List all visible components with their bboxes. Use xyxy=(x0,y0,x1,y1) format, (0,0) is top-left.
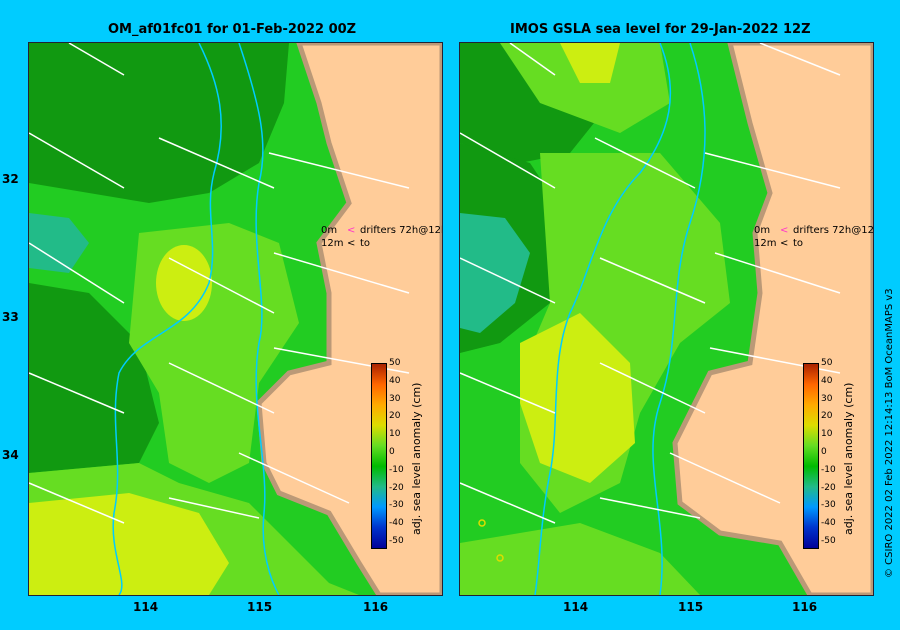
y-axis-label-33: 33 xyxy=(2,310,19,324)
drifter-marker xyxy=(478,519,486,527)
drifter-marker xyxy=(496,554,504,562)
contour-lines xyxy=(112,43,280,595)
left-x-axis-label-115: 115 xyxy=(247,600,273,614)
right-x-axis-label-115: 115 xyxy=(678,600,704,614)
land-mass xyxy=(256,43,442,595)
legend-line-1-arrow: < xyxy=(347,225,356,236)
legend-line-1-text: drifters 72h@12h xyxy=(360,225,443,236)
left-colorbar-label: adj. sea level anomaly (cm) xyxy=(410,382,423,535)
dark-anomaly-region xyxy=(29,283,159,473)
high-anomaly-region xyxy=(520,313,635,483)
high-anomaly-spot xyxy=(560,43,620,83)
legend-line-2-depth: 12m xyxy=(321,238,344,249)
left-map-title: OM_af01fc01 for 01-Feb-2022 00Z xyxy=(108,22,357,37)
legend-line-1-text: drifters 72h@12h xyxy=(793,225,874,236)
right-colorbar-ticks: 50 40 30 20 10 0 -10 -20 -30 -40 -50 xyxy=(821,358,836,546)
high-anomaly-spot xyxy=(156,245,212,321)
right-map-title: IMOS GSLA sea level for 29-Jan-2022 12Z xyxy=(510,22,811,37)
dark-anomaly-region xyxy=(29,43,289,203)
left-colorbar-ticks: 50 40 30 20 10 0 -10 -20 -30 -40 -50 xyxy=(389,358,404,546)
right-colorbar-label: adj. sea level anomaly (cm) xyxy=(842,382,855,535)
contour-lines xyxy=(534,43,706,595)
right-map-canvas xyxy=(460,43,873,595)
legend-line-2-arrow: < xyxy=(780,238,789,249)
left-x-axis-label-114: 114 xyxy=(133,600,159,614)
y-axis-label-34: 34 xyxy=(2,448,19,462)
teal-anomaly-region xyxy=(460,213,530,333)
legend-line-1-depth: 0m xyxy=(754,225,771,236)
left-map-canvas xyxy=(29,43,442,595)
left-colorbar xyxy=(371,363,387,549)
right-x-axis-label-114: 114 xyxy=(563,600,589,614)
legend-line-1-arrow: < xyxy=(780,225,789,236)
right-map-panel: 0m < drifters 72h@12h 12m < to 50 40 30 … xyxy=(459,42,874,596)
credit-text: © CSIRO 2022 02 Feb 2022 12:14:13 BoM Oc… xyxy=(884,288,895,578)
drifter-vectors xyxy=(29,43,410,524)
right-colorbar xyxy=(803,363,819,549)
left-x-axis-label-116: 116 xyxy=(363,600,389,614)
left-map-panel: 0m < drifters 72h@12h 12m < to 50 40 30 … xyxy=(28,42,443,596)
right-x-axis-label-116: 116 xyxy=(792,600,818,614)
y-axis-label-32: 32 xyxy=(2,172,19,186)
legend-line-2-text: to xyxy=(360,238,371,249)
legend-line-2-text: to xyxy=(793,238,804,249)
high-anomaly-region xyxy=(29,493,229,595)
light-anomaly-region xyxy=(460,523,700,595)
legend-line-1-depth: 0m xyxy=(321,225,338,236)
land-mass xyxy=(672,43,873,595)
legend-line-2-depth: 12m xyxy=(754,238,777,249)
teal-anomaly-region xyxy=(29,213,89,273)
legend-line-2-arrow: < xyxy=(347,238,356,249)
